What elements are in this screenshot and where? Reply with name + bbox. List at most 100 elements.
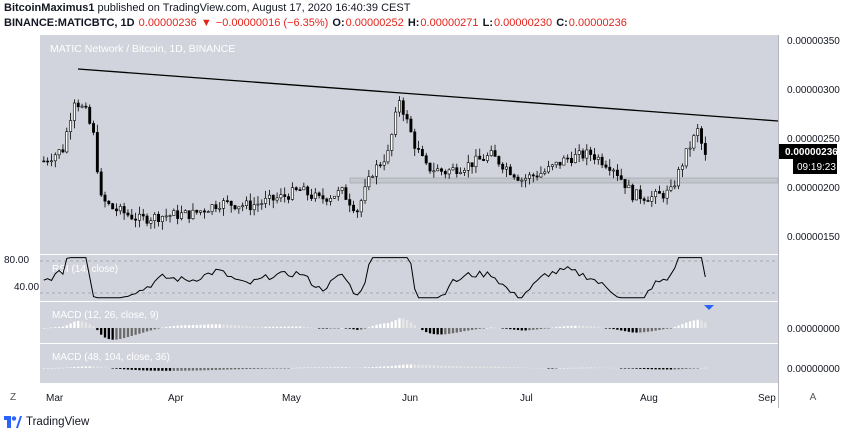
macd-bar bbox=[417, 364, 420, 368]
candle bbox=[531, 174, 535, 177]
macd-bar bbox=[398, 318, 401, 328]
macd-bar bbox=[436, 365, 439, 368]
author-name[interactable]: BitcoinMaximus1 bbox=[4, 2, 95, 14]
macd-bar bbox=[451, 366, 455, 368]
macd-bar bbox=[214, 368, 218, 370]
candle bbox=[141, 213, 145, 217]
candle bbox=[160, 216, 164, 222]
macd-bar bbox=[157, 328, 160, 329]
macd-bar bbox=[352, 367, 355, 368]
candle bbox=[413, 131, 417, 149]
macd-bar bbox=[535, 367, 539, 369]
macd-bar bbox=[184, 325, 187, 328]
candle bbox=[332, 195, 336, 199]
macd-bar bbox=[325, 367, 328, 368]
candle bbox=[680, 165, 684, 170]
candle bbox=[371, 176, 375, 178]
macd-bar bbox=[153, 328, 156, 330]
macd-bar bbox=[688, 368, 692, 369]
candle bbox=[585, 149, 589, 159]
macd-bar bbox=[371, 325, 374, 328]
macd-bar bbox=[256, 326, 260, 328]
macd-bar bbox=[547, 368, 550, 369]
macd-bar bbox=[187, 368, 191, 371]
time-axis[interactable] bbox=[40, 384, 778, 408]
footer-brand[interactable]: TradingView bbox=[4, 416, 89, 428]
macd-bar bbox=[180, 368, 183, 371]
macd-bar bbox=[298, 367, 302, 369]
macd-bar bbox=[363, 328, 367, 329]
macd-bar bbox=[310, 327, 313, 328]
auto-scale-button[interactable]: A bbox=[809, 392, 817, 403]
macd-bar bbox=[180, 325, 183, 328]
macd-bar bbox=[321, 328, 325, 329]
macd-bar bbox=[73, 321, 76, 328]
macd-bar bbox=[589, 326, 592, 328]
candle bbox=[566, 157, 570, 160]
close-value: 0.00000236 bbox=[568, 17, 627, 29]
macd-bar bbox=[65, 325, 68, 328]
macd-bar bbox=[145, 368, 149, 371]
candle bbox=[459, 172, 463, 174]
resistance-trendline[interactable] bbox=[77, 68, 779, 122]
candle bbox=[646, 200, 650, 202]
candle bbox=[684, 148, 688, 167]
macd-bar bbox=[272, 368, 275, 369]
candle bbox=[103, 194, 107, 202]
macd-bar bbox=[425, 364, 428, 368]
candle bbox=[298, 189, 302, 191]
macd-bar bbox=[295, 326, 298, 328]
macd-bar bbox=[704, 322, 707, 328]
candle bbox=[420, 149, 424, 157]
last-price-tag-text: 0.00000236 bbox=[785, 147, 838, 158]
macd-bar bbox=[203, 368, 206, 371]
macd-bar bbox=[165, 326, 168, 328]
low-label: L: bbox=[482, 17, 493, 29]
macd-bar bbox=[379, 323, 382, 328]
macd-bar bbox=[665, 328, 669, 329]
zoom-button[interactable]: Z bbox=[9, 392, 17, 403]
macd-bar bbox=[620, 368, 623, 369]
macd-bar bbox=[444, 328, 447, 335]
macd1-pane[interactable] bbox=[40, 302, 778, 343]
candle bbox=[700, 128, 703, 144]
macd-bar bbox=[88, 366, 91, 368]
macd-bar bbox=[287, 326, 290, 328]
candle bbox=[214, 204, 218, 210]
macd-bar bbox=[539, 367, 543, 369]
macd-bar bbox=[497, 327, 501, 329]
time-tick: Sep bbox=[758, 393, 776, 404]
candle bbox=[283, 194, 287, 197]
macd-bar bbox=[704, 367, 707, 369]
candle bbox=[153, 213, 157, 221]
macd-bar bbox=[291, 367, 294, 369]
rsi-pane[interactable] bbox=[40, 255, 778, 301]
macd-bar bbox=[165, 368, 168, 371]
macd-bar bbox=[46, 367, 49, 369]
candle bbox=[440, 168, 443, 172]
macd-bar bbox=[490, 327, 493, 329]
candle bbox=[451, 167, 455, 171]
candle bbox=[436, 168, 440, 172]
macd-bar bbox=[493, 327, 497, 329]
macd-bar bbox=[665, 368, 669, 370]
macd-bar bbox=[172, 325, 175, 328]
macd-bar bbox=[96, 366, 99, 368]
candle bbox=[306, 186, 310, 196]
macd-bar bbox=[405, 320, 409, 328]
macd-bar bbox=[138, 368, 141, 371]
macd-bar bbox=[130, 328, 133, 336]
candle bbox=[145, 215, 149, 224]
macd-bar bbox=[578, 325, 581, 328]
macd-bar bbox=[84, 366, 88, 368]
candle bbox=[126, 212, 130, 216]
macd-bar bbox=[608, 328, 611, 329]
candle bbox=[115, 208, 118, 212]
macd-bar bbox=[218, 324, 221, 328]
macd-bar bbox=[593, 367, 596, 369]
candle bbox=[424, 155, 428, 164]
candle bbox=[172, 210, 176, 216]
candles bbox=[42, 96, 707, 230]
macd2-pane[interactable] bbox=[40, 344, 778, 383]
